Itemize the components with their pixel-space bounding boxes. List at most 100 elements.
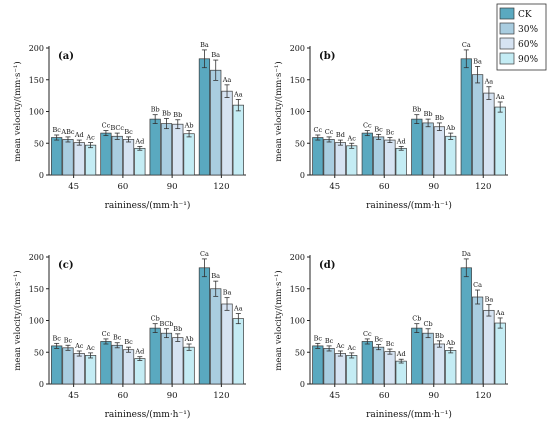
bar xyxy=(111,344,123,385)
bar xyxy=(183,133,195,176)
bar xyxy=(100,341,112,385)
legend-swatch xyxy=(499,37,515,50)
y-axis-label: mean velocity/(mm·s⁻¹) xyxy=(273,61,284,161)
y-tick-label: 0 xyxy=(300,380,305,389)
bar xyxy=(334,353,346,385)
y-tick-label: 200 xyxy=(29,253,44,262)
chart-panel-0: 0 50 100 150 200 mean velocity/(mm·s⁻¹) (a) 45 B… xyxy=(12,41,246,211)
significance-label: Aa xyxy=(222,76,232,84)
significance-label: Bc xyxy=(386,129,395,137)
x-tick-label: 45 xyxy=(329,391,340,401)
bar xyxy=(111,135,123,176)
y-axis-label: mean velocity/(mm·s⁻¹) xyxy=(12,61,23,161)
significance-label: Cc xyxy=(363,330,372,338)
significance-label: Da xyxy=(462,250,471,258)
y-tick-label: 0 xyxy=(39,380,44,389)
significance-label: Cc xyxy=(102,122,111,130)
x-tick-label: 45 xyxy=(68,391,79,401)
significance-label: Cc xyxy=(363,122,372,130)
legend-swatch xyxy=(499,52,515,65)
y-tick-label: 100 xyxy=(29,317,44,326)
y-axis-label: mean velocity/(mm·s⁻¹) xyxy=(12,270,23,370)
significance-label: Ac xyxy=(74,342,84,350)
x-tick-label: 120 xyxy=(213,182,229,192)
significance-label: Ba xyxy=(485,296,494,304)
significance-label: Ad xyxy=(396,137,406,145)
significance-label: Ad xyxy=(134,348,144,356)
significance-label: Cc xyxy=(102,330,111,338)
x-tick-label: 45 xyxy=(68,182,79,192)
x-tick-label: 90 xyxy=(167,391,178,401)
panel-label: (a) xyxy=(58,51,74,62)
bar xyxy=(100,132,112,176)
y-tick-label: 50 xyxy=(34,139,44,148)
x-axis-label: raininess/(mm·h⁻¹) xyxy=(105,409,191,420)
bar xyxy=(395,147,407,176)
bar xyxy=(395,360,407,385)
legend-label: 60% xyxy=(518,40,538,50)
bar xyxy=(472,296,484,385)
bar xyxy=(384,351,396,385)
chart-panel-1: 0 50 100 150 200 mean velocity/(mm·s⁻¹) (b) 45 C… xyxy=(273,41,508,211)
significance-label: Bc xyxy=(124,338,133,346)
significance-label: Ab xyxy=(184,122,194,130)
significance-label: Aa xyxy=(495,93,505,101)
panel-label: (d) xyxy=(319,260,335,271)
bar xyxy=(62,139,74,176)
significance-label: Bc xyxy=(113,334,122,342)
bar xyxy=(122,349,135,385)
bar xyxy=(149,327,161,385)
y-tick-label: 200 xyxy=(290,253,305,262)
bar xyxy=(445,135,457,176)
significance-label: Cb xyxy=(424,320,433,328)
y-tick-label: 150 xyxy=(29,76,44,85)
bar xyxy=(373,136,385,176)
significance-label: Ca xyxy=(200,250,209,258)
y-tick-label: 150 xyxy=(290,76,305,85)
chart-panel-3: 0 50 100 150 200 mean velocity/(mm·s⁻¹) (d) 45 B… xyxy=(273,250,508,420)
x-tick-label: 90 xyxy=(428,391,439,401)
x-tick-label: 90 xyxy=(428,182,439,192)
y-tick-label: 100 xyxy=(29,108,44,117)
significance-label: Bb xyxy=(162,109,171,117)
bar xyxy=(62,347,74,385)
significance-label: Bb xyxy=(412,106,421,114)
significance-label: Bc xyxy=(52,126,61,134)
significance-label: Bb xyxy=(151,106,160,114)
significance-label: Ab xyxy=(445,124,455,132)
significance-label: Ba xyxy=(223,289,232,297)
x-axis-label: raininess/(mm·h⁻¹) xyxy=(105,200,191,211)
significance-label: Bc xyxy=(374,336,383,344)
bar xyxy=(460,267,472,385)
bar xyxy=(323,139,335,176)
significance-label: Aa xyxy=(233,305,243,313)
y-tick-label: 100 xyxy=(290,317,305,326)
bar xyxy=(373,346,385,385)
bar xyxy=(361,132,373,176)
bar xyxy=(323,348,335,385)
legend: CK 30% 60% 90% xyxy=(496,3,547,71)
significance-label: Bc xyxy=(314,334,323,342)
bar xyxy=(494,322,506,385)
significance-label: BCb xyxy=(159,320,173,328)
bar xyxy=(346,145,358,176)
chart-panel-2: 0 50 100 150 200 mean velocity/(mm·s⁻¹) (c) 45 B… xyxy=(12,250,246,420)
bar xyxy=(483,92,495,176)
y-tick-label: 100 xyxy=(290,108,305,117)
bar xyxy=(312,345,324,385)
bar xyxy=(334,142,346,176)
y-tick-label: 200 xyxy=(290,44,305,53)
bar xyxy=(51,137,63,176)
significance-label: Ac xyxy=(347,134,357,142)
bar xyxy=(232,318,244,385)
y-tick-label: 150 xyxy=(29,285,44,294)
bar xyxy=(346,355,358,385)
significance-label: Cb xyxy=(151,315,160,323)
bar xyxy=(160,332,173,385)
significance-label: Cc xyxy=(325,128,334,136)
bar xyxy=(198,267,211,385)
bar xyxy=(160,123,173,176)
significance-label: Ac xyxy=(335,342,345,350)
bar xyxy=(210,288,222,385)
